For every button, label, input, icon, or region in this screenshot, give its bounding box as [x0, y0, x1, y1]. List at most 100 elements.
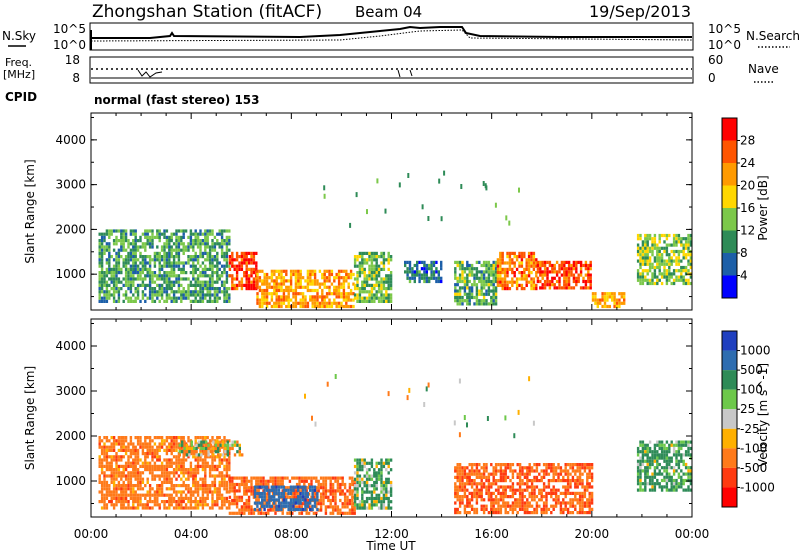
echo-cell [361, 287, 364, 291]
echo-cell [538, 472, 541, 476]
echo-cell [454, 295, 457, 300]
echo-cell [172, 471, 176, 475]
echo-cell [333, 288, 336, 293]
echo-cell [103, 248, 106, 252]
echo-cell [195, 450, 198, 454]
nave-dip [137, 69, 413, 78]
echo-cell [274, 479, 277, 483]
echo-cell [425, 276, 428, 280]
echo-cell [201, 490, 205, 494]
echo-cell [110, 471, 113, 475]
echo-cell [250, 476, 253, 480]
echo-cell [591, 295, 595, 299]
echo-cell [313, 501, 317, 505]
nsky-tick-top: 10^5 [53, 22, 86, 36]
echo-cell [182, 500, 185, 504]
echo-cell [535, 258, 538, 262]
echo-cell [328, 269, 331, 273]
echo-cell [103, 232, 106, 236]
echo-cell [569, 485, 572, 489]
echo-cell [213, 264, 217, 268]
echo-cell [336, 479, 340, 483]
echo-cell [658, 253, 661, 257]
echo-cell [108, 248, 111, 252]
echo-cell [160, 484, 164, 488]
echo-cell [282, 504, 285, 508]
echo-cell [168, 436, 171, 440]
echo-cell [204, 267, 207, 271]
echo-cell [165, 283, 169, 287]
echo-cell [223, 293, 226, 297]
echo-cell [430, 267, 433, 271]
echo-dot [376, 178, 379, 184]
echo-cell [117, 264, 121, 268]
echo-cell [201, 452, 205, 456]
echo-cell [511, 261, 514, 265]
echo-cell [182, 458, 185, 462]
echo-cell [236, 443, 239, 447]
echo-cell [243, 255, 246, 259]
echo-cell [223, 290, 226, 294]
echo-cell [475, 472, 479, 476]
echo-cell [644, 259, 647, 263]
echo-dot [505, 215, 508, 221]
echo-cell [387, 251, 390, 255]
echo-cell [170, 280, 173, 284]
echo-cell [478, 270, 481, 274]
echo-cell [382, 490, 386, 494]
echo-cell [365, 484, 369, 488]
echo-cell [158, 484, 161, 488]
echo-cell [141, 445, 145, 449]
echo-cell [206, 267, 209, 271]
echo-cell [127, 261, 130, 265]
echo-cell [240, 508, 244, 512]
echo-cell [562, 498, 565, 502]
echo-cell [520, 277, 524, 281]
echo-cell [463, 299, 467, 303]
echo-cell [245, 486, 248, 490]
echo-cell [108, 242, 111, 246]
echo-cell [199, 293, 202, 297]
echo-cell [124, 493, 128, 497]
echo-cell [322, 502, 325, 506]
echo-cell [375, 280, 378, 284]
echo-cell [122, 468, 125, 472]
echo-cell [337, 279, 341, 283]
echo-cell [554, 498, 558, 502]
echo-cell [677, 233, 681, 238]
echo-cell [263, 279, 266, 283]
echo-cell [151, 506, 154, 510]
echo-cell [506, 251, 509, 255]
echo-cell [221, 440, 225, 444]
echo-cell [146, 500, 149, 504]
echo-cell [192, 299, 195, 303]
echo-cell [454, 260, 457, 264]
echo-cell [112, 474, 116, 478]
echo-cell [511, 482, 515, 486]
echo-cell [226, 453, 229, 457]
echo-cell [204, 474, 207, 478]
echo-cell [306, 504, 309, 508]
echo-cell [475, 495, 479, 499]
echo-cell [261, 282, 264, 286]
echo-cell [518, 498, 522, 502]
echo-cell [375, 484, 378, 488]
echo-cell [136, 277, 140, 281]
echo-cell [579, 267, 583, 271]
echo-cell [172, 506, 176, 510]
echo-cell [275, 288, 278, 293]
echo-cell [255, 267, 258, 271]
echo-cell [225, 229, 229, 233]
echo-cell [127, 245, 130, 249]
echo-cell [370, 261, 374, 265]
echo-cell [658, 246, 661, 250]
echo-cell [353, 296, 357, 300]
echo-cell [156, 258, 159, 262]
echo-cell [158, 448, 161, 452]
echo-cell [518, 475, 522, 479]
echo-cell [199, 296, 202, 300]
echo-cell [430, 260, 433, 264]
echo-cell [170, 461, 173, 465]
echo-cell [208, 274, 212, 278]
echo-cell [170, 274, 173, 278]
